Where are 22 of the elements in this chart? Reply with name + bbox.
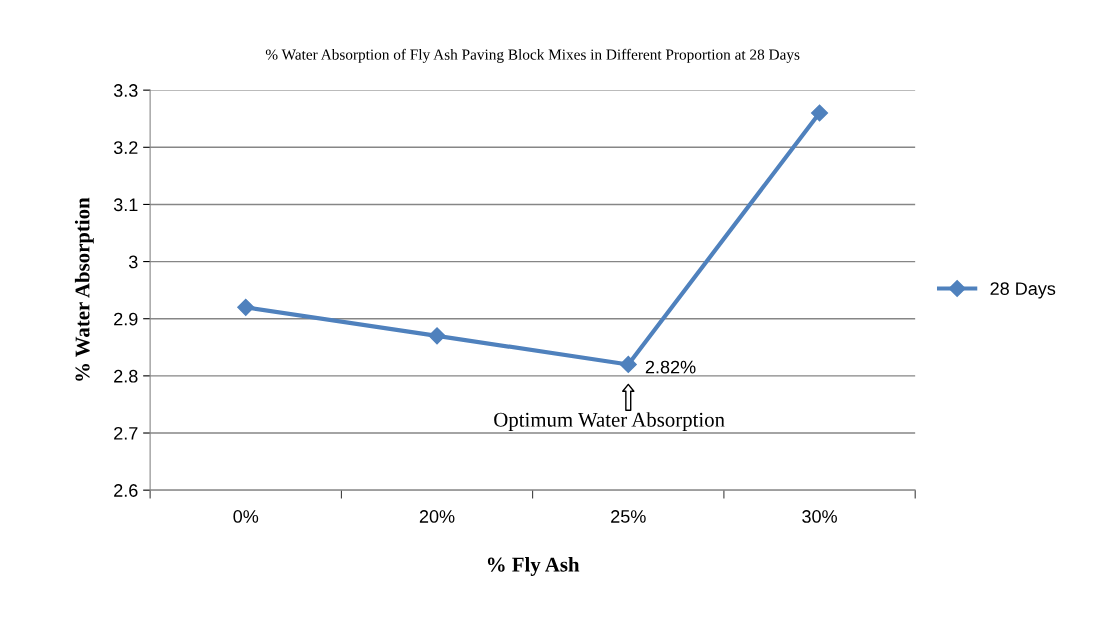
x-tick-label: 30% bbox=[802, 510, 837, 523]
y-tick-label: 2.9 bbox=[114, 312, 138, 326]
point bbox=[428, 327, 446, 345]
y-tick-label: 2.7 bbox=[114, 426, 138, 440]
y-tick-label: 2.8 bbox=[114, 369, 138, 383]
annotation: 2.82% bbox=[645, 360, 696, 374]
y-tick-label: 3.1 bbox=[113, 198, 138, 212]
point bbox=[810, 104, 829, 122]
y-axis-title: % Water Absorption bbox=[74, 197, 94, 381]
y-tick-label: 3 bbox=[128, 255, 138, 269]
x-axis-title: % Fly Ash bbox=[487, 556, 580, 576]
legend-label: 28 Days bbox=[990, 282, 1056, 299]
x-tick-label: 0% bbox=[233, 510, 259, 523]
y-tick-label: 2.6 bbox=[114, 484, 138, 497]
point bbox=[237, 298, 255, 316]
x-tick-label: 20% bbox=[419, 510, 455, 523]
x-tick-label: 25% bbox=[611, 510, 646, 523]
y-tick-label: 3.2 bbox=[113, 141, 138, 155]
point bbox=[619, 355, 637, 373]
chart-title: % Water Absorption of Fly Ash Paving Block Mixes in Different Proportion at 28 Days bbox=[265, 48, 800, 63]
annotation: Optimum Water Absorption bbox=[494, 412, 725, 432]
y-tick-label: 3.3 bbox=[113, 84, 138, 97]
